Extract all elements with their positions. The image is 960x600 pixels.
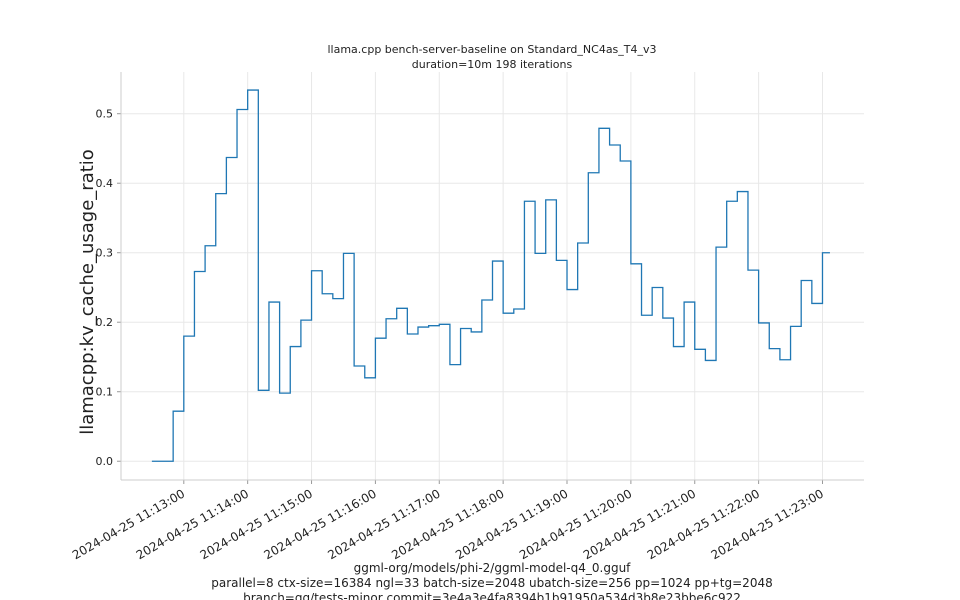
x-tick-label: 2024-04-25 11:18:00: [389, 486, 506, 562]
x-tick-label: 2024-04-25 11:13:00: [70, 486, 187, 562]
x-axis-label: parallel=8 ctx-size=16384 ngl=33 batch-s…: [211, 576, 772, 590]
y-tick-label: 0.2: [96, 316, 114, 329]
line-series: [151, 89, 830, 462]
x-tick-label: 2024-04-25 11:23:00: [709, 486, 826, 562]
x-tick-label: 2024-04-25 11:17:00: [325, 486, 442, 562]
x-tick-label: 2024-04-25 11:15:00: [198, 486, 315, 562]
x-tick-label: 2024-04-25 11:14:00: [134, 486, 251, 562]
y-tick-label: 0.1: [96, 386, 114, 399]
x-tick-label: 2024-04-25 11:20:00: [517, 486, 634, 562]
x-tick-label: 2024-04-25 11:16:00: [262, 486, 379, 562]
chart-title: llama.cpp bench-server-baseline on Stand…: [327, 43, 656, 56]
x-axis-label: branch=gg/tests-minor commit=3e4a3e4fa83…: [243, 591, 741, 600]
y-tick-label: 0.4: [96, 177, 114, 190]
x-tick-label: 2024-04-25 11:19:00: [453, 486, 570, 562]
chart-subtitle: duration=10m 198 iterations: [412, 58, 573, 71]
y-tick-label: 0.0: [96, 455, 114, 468]
y-tick-label: 0.3: [96, 247, 114, 260]
y-tick-label: 0.5: [96, 108, 114, 121]
x-tick-label: 2024-04-25 11:21:00: [581, 486, 698, 562]
x-axis-label: ggml-org/models/phi-2/ggml-model-q4_0.gg…: [354, 561, 632, 575]
x-tick-label: 2024-04-25 11:22:00: [645, 486, 762, 562]
y-axis-label: llamacpp:kv_cache_usage_ratio: [77, 149, 98, 435]
